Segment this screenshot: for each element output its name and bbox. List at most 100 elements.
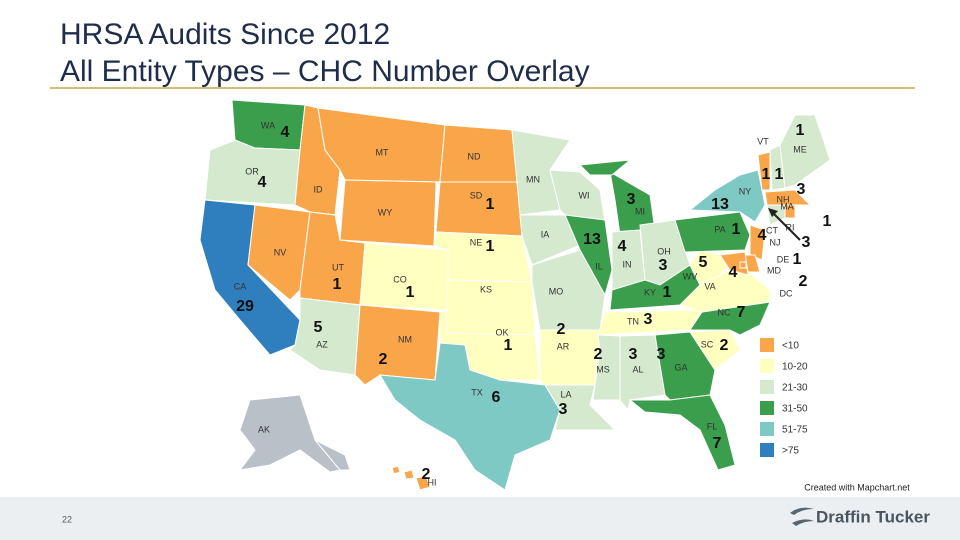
title-line: All Entity Types – CHC Number Overlay (60, 55, 590, 88)
state-abbr: NY (739, 186, 752, 196)
state-abbr: CA (234, 281, 247, 291)
state (764, 189, 812, 206)
state-abbr: ID (314, 184, 324, 194)
state-abbr: CT (766, 225, 778, 235)
state-abbr: AL (632, 364, 643, 374)
state (674, 211, 751, 253)
state-abbr: LA (560, 389, 571, 399)
legend-swatch (760, 338, 774, 352)
state-abbr: MT (376, 147, 389, 157)
state-abbr: TN (627, 316, 639, 326)
state-count: 1 (486, 238, 495, 255)
state-count: 7 (737, 304, 746, 321)
state-abbr: VA (704, 281, 715, 291)
legend-swatch (760, 359, 774, 373)
legend-label: 10-20 (782, 362, 808, 373)
state-count: 13 (711, 196, 729, 213)
footer (0, 497, 960, 540)
state-abbr: NH (777, 194, 790, 204)
state-abbr: VT (757, 136, 769, 146)
state-abbr: NC (718, 307, 731, 317)
state-count: 1 (796, 122, 805, 139)
state-abbr: SC (701, 339, 714, 349)
state (354, 304, 441, 386)
state-count: 5 (314, 319, 323, 336)
state (757, 151, 771, 191)
credit: Created with Mapchart.net (804, 482, 910, 492)
state-count: 4 (758, 227, 767, 244)
state-count: 1 (333, 276, 342, 293)
state-abbr: WV (683, 271, 698, 281)
state-count: 4 (258, 174, 267, 191)
state-count: 3 (802, 234, 811, 251)
legend-label: >75 (782, 446, 799, 457)
state (238, 394, 341, 473)
state-count: 3 (659, 257, 668, 274)
legend-label: <10 (782, 341, 799, 352)
state-abbr: NJ (770, 237, 781, 247)
legend-swatch (760, 401, 774, 415)
state-count: 1 (793, 251, 802, 268)
state-abbr: DC (780, 288, 793, 298)
state-count: 4 (618, 238, 627, 255)
state-abbr: PA (714, 224, 725, 234)
state-abbr: RI (786, 222, 795, 232)
state (519, 214, 581, 266)
state-abbr: MN (526, 174, 540, 184)
state-abbr: AZ (316, 339, 328, 349)
arrow-head (768, 208, 778, 217)
state-abbr: DE (777, 254, 790, 264)
legend: <10 10-20 21-30 31-50 51-75 >75 (760, 338, 808, 457)
state (628, 394, 736, 471)
state-abbr: GA (674, 362, 687, 372)
state-count: 2 (799, 273, 808, 290)
state-abbr: NV (274, 247, 287, 257)
state (749, 224, 766, 261)
state (247, 204, 311, 301)
state-count: 1 (775, 166, 784, 183)
state-abbr: SD (470, 190, 483, 200)
state-abbr: OR (245, 166, 259, 176)
state-count: 2 (720, 337, 729, 354)
state-count: 6 (492, 389, 501, 406)
state-count: 1 (486, 196, 495, 213)
state-abbr: ND (468, 151, 481, 161)
state-count: 3 (657, 346, 666, 363)
state-abbr: ME (793, 144, 807, 154)
legend-label: 21-30 (782, 383, 808, 394)
state-abbr: KS (480, 284, 492, 294)
legend-swatch (760, 380, 774, 394)
states (199, 99, 831, 491)
state-abbr: WA (261, 120, 275, 130)
state (549, 169, 606, 223)
state-count: 29 (236, 298, 254, 315)
state-abbr: IA (541, 229, 550, 239)
state-count: 2 (594, 346, 603, 363)
state-abbr: IN (623, 259, 632, 269)
state-count: 2 (379, 351, 388, 368)
state-abbr: TX (471, 387, 483, 397)
state-abbr: IL (595, 261, 603, 271)
state-abbr: WI (579, 190, 590, 200)
state (578, 159, 632, 176)
state-abbr: FL (707, 421, 718, 431)
state-count: 3 (627, 191, 636, 208)
state (415, 475, 431, 491)
state (289, 297, 361, 376)
page-number: 22 (62, 514, 72, 524)
legend-swatch (760, 443, 774, 457)
state-abbr: MD (767, 265, 781, 275)
pointer-arrow (771, 211, 801, 241)
state-count: 3 (644, 311, 653, 328)
state (689, 329, 741, 371)
state-abbr: MO (549, 286, 564, 296)
state-abbr: AR (557, 341, 570, 351)
state-count: 1 (823, 213, 832, 230)
state-count: 13 (583, 231, 601, 248)
state-abbr: MS (596, 364, 610, 374)
state-abbr: HI (428, 477, 437, 487)
state (779, 114, 831, 189)
state-count: 2 (557, 321, 566, 338)
